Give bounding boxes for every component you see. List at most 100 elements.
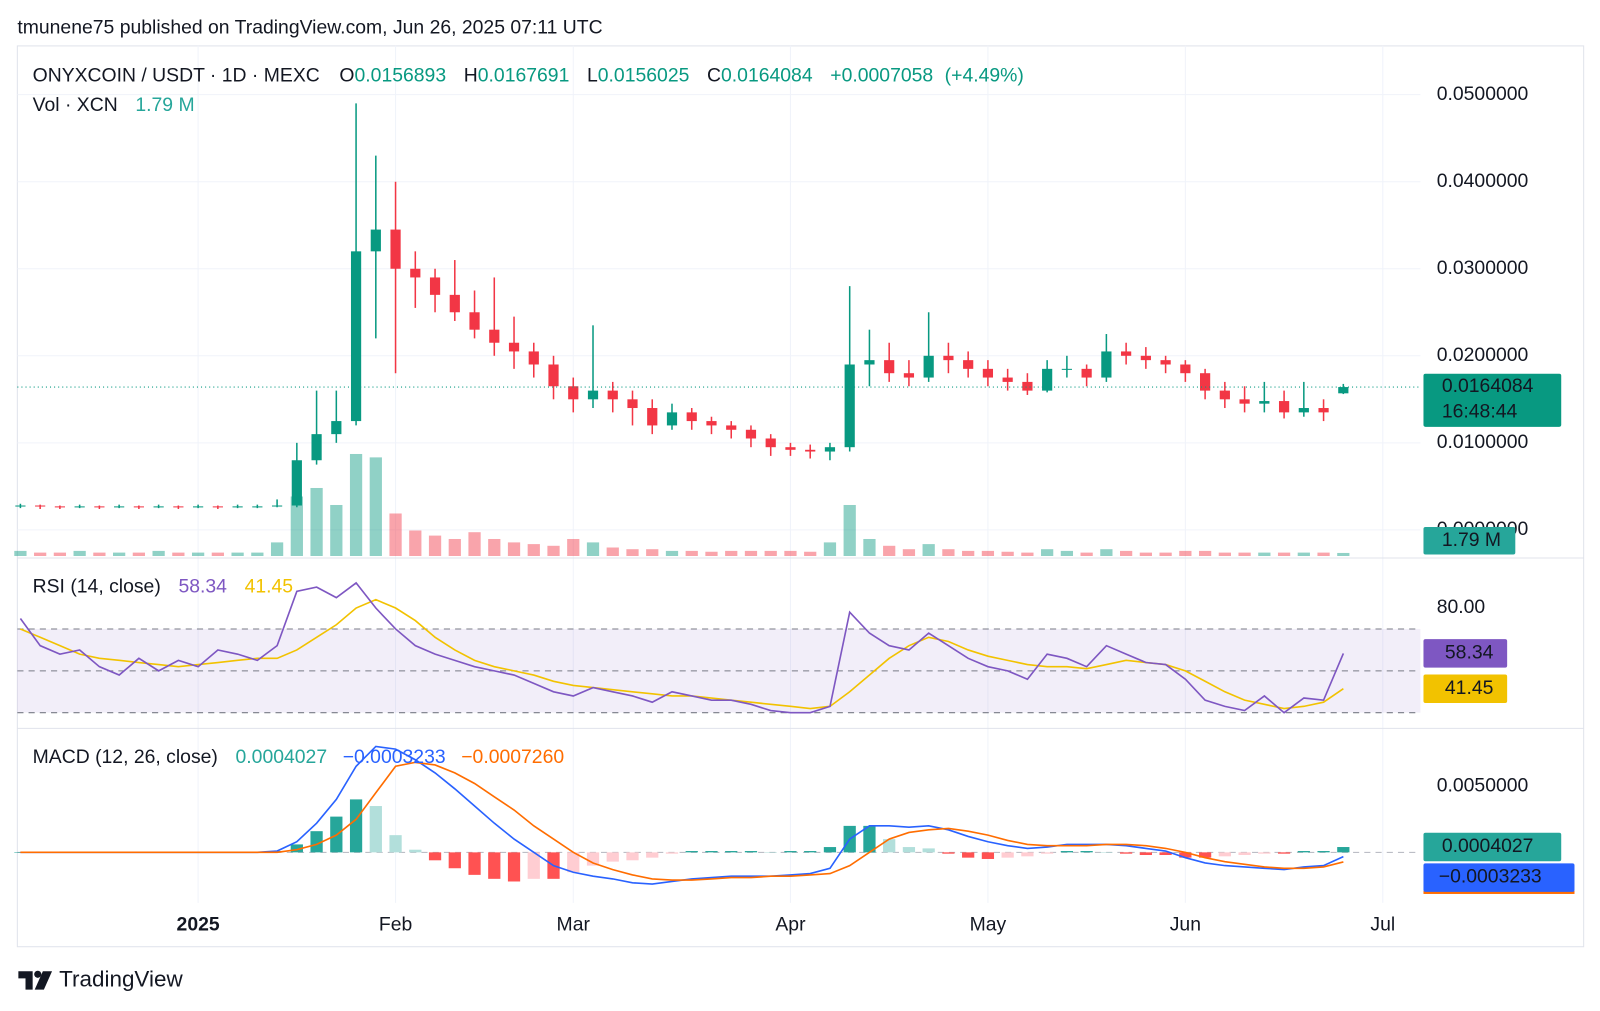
histogram-bar (310, 831, 323, 853)
histogram-bar (1021, 852, 1034, 857)
candle-body (864, 360, 875, 365)
candle-body (1200, 373, 1211, 391)
signal-value: −0.0007260 (461, 746, 564, 768)
logo-shape (18, 971, 33, 990)
volume-bar (1041, 549, 1054, 556)
volume-bar (1297, 552, 1310, 556)
histogram-bar (1100, 852, 1113, 853)
candle-body (429, 277, 441, 295)
histogram-bar (1218, 852, 1231, 857)
candle-body (1338, 387, 1349, 394)
ohlc-label: L (587, 65, 598, 87)
candle-body (785, 447, 796, 450)
candle-body (1121, 351, 1132, 356)
histogram-tag: 0.0004027 (1442, 835, 1534, 857)
x-tick-label: Apr (775, 913, 806, 935)
candle-body (587, 390, 599, 400)
candle-body (350, 251, 362, 422)
histogram-bar (962, 852, 975, 858)
volume-bar (606, 547, 619, 556)
high-value: 0.0167691 (478, 65, 570, 87)
volume-bar (172, 552, 185, 556)
volume-legend: Vol · XCN 1.79 M (33, 94, 195, 116)
histogram-bar (1258, 852, 1271, 854)
rsi-line (20, 598, 1344, 710)
histogram-bar (1337, 847, 1350, 853)
candle-body (271, 505, 283, 507)
ohlc-label: O (339, 65, 354, 87)
candle-body (943, 355, 954, 361)
candle-body (390, 229, 401, 269)
histogram-bar (1159, 852, 1172, 856)
volume-bar (981, 550, 995, 556)
volume-bar (586, 542, 600, 556)
macd-legend: MACD (12, 26, close) 0.0004027 −0.000323… (33, 746, 565, 768)
volume-bar (428, 535, 442, 556)
candle-body (449, 294, 460, 313)
candle-body (1318, 408, 1329, 413)
volume-value: 1.79 M (135, 94, 194, 116)
price-legend: ONYXCOIN / USDT · 1D · MEXC O0.0156893 H… (33, 65, 1024, 87)
volume-bar (270, 542, 284, 556)
published-line: tmunene75 published on TradingView.com, … (17, 17, 602, 39)
histogram-bar (1238, 852, 1251, 856)
volume-bar (1021, 552, 1034, 556)
x-tick-label: 2025 (177, 913, 220, 935)
candle-body (114, 506, 125, 508)
volume-bar (804, 551, 817, 556)
histogram-bar (448, 852, 461, 869)
frame (16, 45, 1585, 948)
volume-bar (1218, 552, 1231, 556)
histogram-bar (1198, 852, 1212, 858)
histogram-bar (1139, 852, 1152, 856)
volume-bar (1159, 552, 1172, 556)
histogram-bar (369, 806, 382, 853)
candle-body (726, 425, 737, 430)
histogram-bar (823, 847, 837, 853)
y-tick-label: 0.0400000 (1437, 170, 1529, 192)
candle-body (54, 506, 65, 508)
volume-bar (14, 550, 27, 556)
volume-bar (310, 487, 323, 556)
countdown: 16:48:44 (1442, 401, 1518, 423)
histogram-bar (922, 848, 935, 853)
candle-body (1219, 390, 1230, 400)
volume-bar (567, 538, 580, 556)
close-value: 0.0164084 (721, 65, 813, 87)
histogram-bar (942, 852, 955, 854)
rsi-value: 58.34 (178, 576, 227, 598)
histogram-bar (428, 852, 442, 861)
rsi-tag: 41.45 (1445, 677, 1494, 699)
y-tick-label: 0.0500000 (1437, 83, 1529, 105)
histogram-bar (646, 852, 659, 858)
histogram-bar (389, 835, 402, 853)
histogram-bar (1277, 852, 1291, 854)
volume-bar (883, 545, 896, 556)
volume-bar (1238, 552, 1251, 556)
volume-bar (547, 545, 560, 556)
candle-body (74, 506, 85, 508)
volume-bar (290, 496, 303, 556)
volume-bar (1258, 552, 1271, 556)
volume-bar (191, 552, 205, 556)
candle-body (15, 505, 26, 507)
brand-logo (18, 970, 53, 990)
histogram-bar (567, 852, 580, 873)
candle-body (469, 312, 480, 330)
histogram-bar (488, 852, 501, 879)
rsi-ma-value: 41.45 (245, 576, 294, 598)
histogram-bar (804, 851, 817, 853)
candle-body (370, 229, 381, 252)
histogram-bar (1060, 851, 1074, 853)
candle-body (1101, 351, 1112, 378)
open-value: 0.0156893 (355, 65, 447, 87)
histogram-bar (665, 852, 679, 854)
y-tick-label: 0.0200000 (1437, 344, 1529, 366)
macd-tag-bg (1423, 863, 1575, 892)
volume-bar (1317, 552, 1330, 556)
x-tick-label: Jun (1170, 913, 1201, 935)
candle-body (193, 506, 204, 508)
volume-bar (73, 550, 86, 556)
candle-body (844, 364, 855, 448)
